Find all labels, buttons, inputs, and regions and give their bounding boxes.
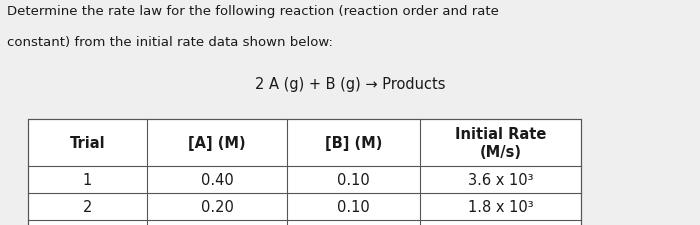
Text: 1.8 x 10³: 1.8 x 10³ (468, 200, 533, 214)
Text: Trial: Trial (70, 135, 105, 150)
Text: Determine the rate law for the following reaction (reaction order and rate: Determine the rate law for the following… (7, 4, 499, 18)
Text: 3.6 x 10³: 3.6 x 10³ (468, 173, 533, 187)
Text: constant) from the initial rate data shown below:: constant) from the initial rate data sho… (7, 36, 333, 49)
Text: Initial Rate
(M/s): Initial Rate (M/s) (455, 126, 546, 160)
Text: 0.40: 0.40 (201, 173, 233, 187)
Text: 2 A (g) + B (g) → Products: 2 A (g) + B (g) → Products (255, 76, 445, 91)
Text: 2: 2 (83, 200, 92, 214)
Text: 0.10: 0.10 (337, 173, 370, 187)
Text: [A] (M): [A] (M) (188, 135, 246, 150)
Text: 0.10: 0.10 (337, 200, 370, 214)
Text: 0.20: 0.20 (201, 200, 233, 214)
Text: 1: 1 (83, 173, 92, 187)
Text: [B] (M): [B] (M) (325, 135, 382, 150)
Bar (28, 119, 581, 225)
